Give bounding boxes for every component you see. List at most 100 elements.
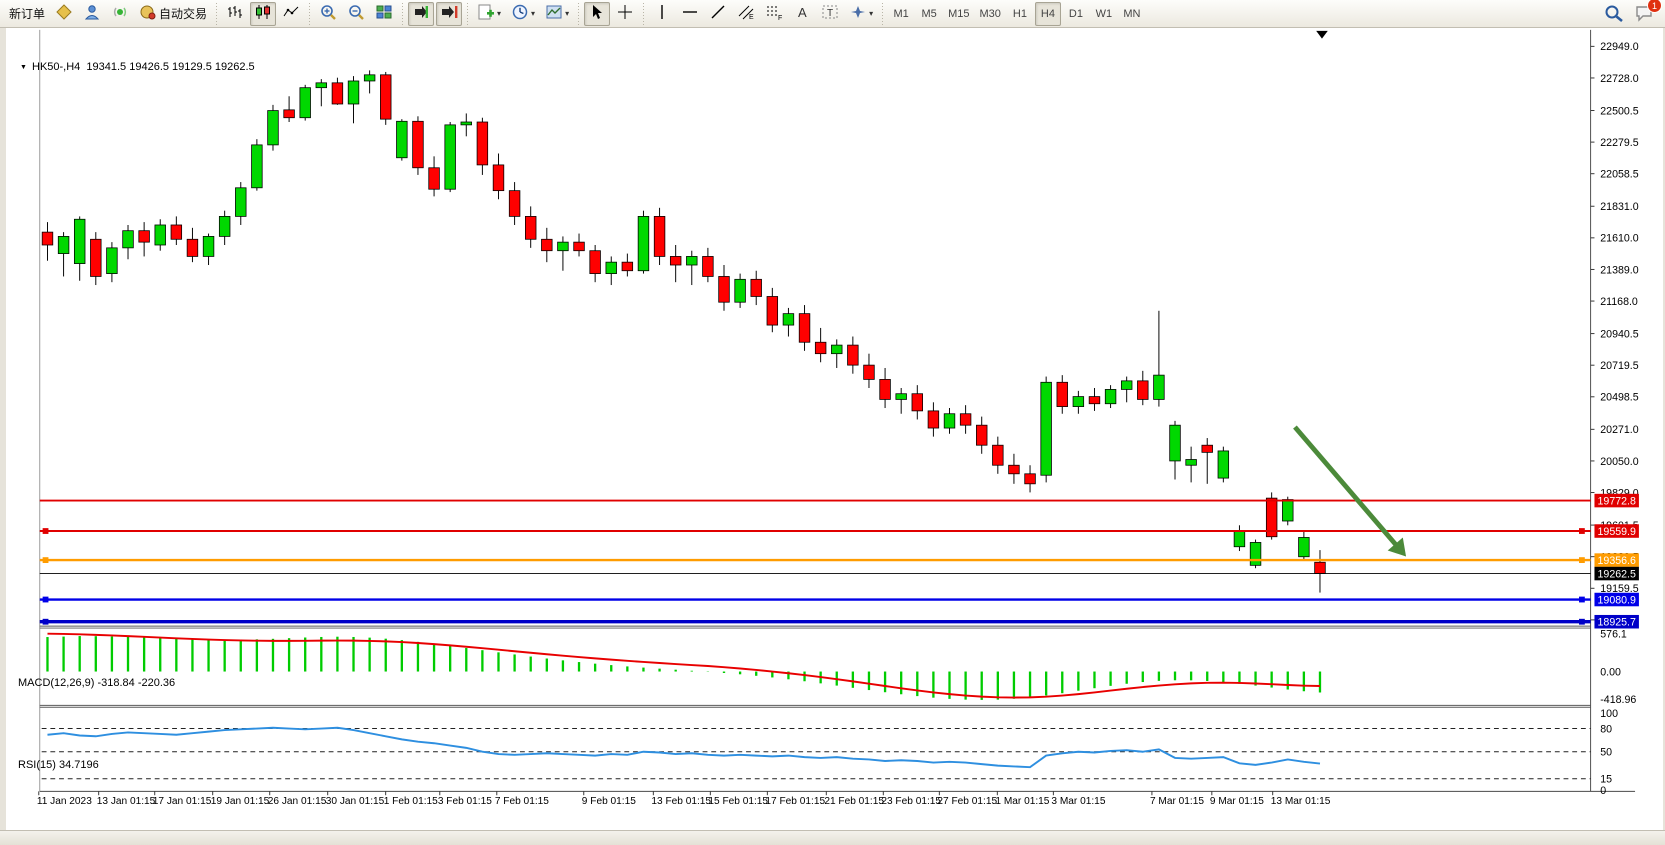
time-axis-label: 1 Mar 01:15 [995, 796, 1049, 807]
price-badge-label: 19262.5 [1598, 568, 1636, 580]
time-axis-label: 17 Feb 01:15 [765, 796, 825, 807]
text-label-button[interactable]: T [817, 2, 843, 26]
search-icon [1604, 4, 1624, 25]
candle-body [750, 278, 762, 297]
fibonacci-button[interactable]: F [761, 2, 787, 26]
trend-arrow-head [1387, 537, 1407, 557]
candle-body [992, 444, 1004, 466]
status-bar [0, 830, 1665, 845]
line-handle[interactable] [42, 618, 49, 625]
dropdown-caret-icon[interactable]: ▾ [869, 9, 874, 18]
candle-body [492, 164, 505, 192]
candle-body [782, 313, 795, 326]
new-order-button[interactable]: 新订单 [3, 2, 49, 26]
candle-body [976, 424, 988, 446]
channel-button[interactable]: E [733, 2, 759, 26]
timeframe-h4[interactable]: H4 [1034, 1, 1061, 26]
candle-body [380, 74, 392, 120]
time-axis-label: 23 Feb 01:15 [881, 796, 941, 807]
price-axis-label: 21831.0 [1600, 201, 1638, 213]
hline-icon [681, 4, 699, 23]
line-handle[interactable] [42, 596, 49, 603]
line-handle[interactable] [42, 528, 49, 534]
periods-button[interactable]: ▾ [507, 2, 539, 26]
timeframe-mn[interactable]: MN [1123, 7, 1141, 20]
candle-body [202, 236, 215, 257]
candlestick-button[interactable] [250, 1, 277, 26]
horizontal-line-button[interactable] [677, 2, 703, 26]
candle-body [943, 413, 956, 429]
chat-button[interactable]: 1 [1630, 0, 1662, 26]
auto-scroll-button[interactable] [408, 1, 435, 26]
time-axis-label: 9 Feb 01:15 [582, 796, 636, 807]
macd-axis-label: 0.00 [1600, 666, 1621, 678]
arrows-button[interactable]: ▾ [845, 2, 877, 26]
candle-body [1153, 374, 1165, 400]
indicators-button[interactable]: ▾ [473, 2, 505, 26]
candle-body [283, 109, 295, 119]
candle-body [267, 110, 279, 146]
line-handle[interactable] [42, 557, 49, 563]
crosshair-button[interactable] [612, 2, 638, 26]
timeframe-m5[interactable]: M5 [921, 7, 937, 20]
chart-shift-marker-icon[interactable] [1316, 30, 1328, 39]
symbol-dropdown-icon[interactable]: ▼ [20, 64, 27, 71]
cursor-button[interactable] [584, 1, 611, 26]
svg-text:A: A [798, 5, 807, 20]
zoom-in-button[interactable] [315, 2, 341, 26]
dropdown-caret-icon[interactable]: ▾ [565, 9, 570, 18]
line-handle[interactable] [1579, 557, 1585, 563]
tile-windows-button[interactable] [371, 2, 397, 26]
line-handle[interactable] [1579, 596, 1585, 603]
macd-signal-line [47, 632, 1321, 699]
line-chart-button[interactable] [278, 2, 304, 26]
candle-body [508, 190, 521, 217]
autotrading-button[interactable]: 自动交易 [135, 2, 211, 26]
dropdown-caret-icon[interactable]: ▾ [531, 9, 536, 18]
time-axis-label: 30 Jan 01:15 [326, 796, 385, 807]
trendline-button[interactable] [705, 2, 731, 26]
search-button[interactable] [1600, 2, 1628, 26]
price-axis-label: 21610.0 [1600, 233, 1638, 245]
chart-shift-button[interactable] [436, 1, 463, 26]
macd-indicator-label: MACD(12,26,9) -318.84 -220.36 [18, 677, 176, 689]
candle-body [1008, 464, 1020, 475]
timeframe-m1[interactable]: M1 [893, 7, 909, 20]
candle-body [557, 241, 569, 252]
toolbar-separator [307, 2, 313, 25]
line-handle[interactable] [1579, 618, 1585, 625]
candle-body [653, 216, 666, 257]
templates-button[interactable]: ▾ [541, 2, 573, 26]
timeframe-d1[interactable]: D1 [1068, 7, 1083, 20]
candle-body [1233, 530, 1246, 548]
vertical-line-button[interactable] [649, 2, 675, 26]
cursor-icon [588, 4, 606, 23]
text-button[interactable]: A [789, 2, 815, 26]
account-button[interactable] [79, 2, 105, 26]
dropdown-caret-icon[interactable]: ▾ [497, 9, 502, 18]
trend-arrow-annotation[interactable] [1293, 425, 1400, 548]
chart-window: ▼ HK50-,H4 19341.5 19426.5 19129.5 19262… [0, 28, 1665, 830]
candle-body [1056, 381, 1068, 407]
time-axis-label: 13 Mar 01:15 [1271, 796, 1331, 807]
candle-body [1169, 424, 1181, 462]
timeframe-m15[interactable]: M15 [948, 7, 970, 20]
zoom-out-button[interactable] [343, 2, 369, 26]
line-handle[interactable] [1579, 528, 1585, 534]
timeframe-h1[interactable]: H1 [1012, 7, 1027, 20]
signal-icon [111, 4, 129, 23]
candle-body [428, 167, 440, 190]
bar-chart-button[interactable] [222, 2, 248, 26]
price-axis-label: 22949.0 [1600, 41, 1638, 53]
candle-body [1185, 459, 1197, 466]
signal-button[interactable] [107, 2, 133, 26]
price-axis-label: 22279.5 [1600, 137, 1638, 149]
candle-body [460, 121, 472, 126]
timeframe-m30[interactable]: M30 [979, 7, 1001, 20]
candle-body [621, 261, 634, 272]
timeframe-w1[interactable]: W1 [1095, 7, 1113, 20]
candle-body [122, 230, 134, 249]
candle-body [1072, 396, 1085, 407]
rsi-axis-label: 80 [1600, 723, 1612, 735]
funnel-button[interactable] [51, 2, 77, 26]
